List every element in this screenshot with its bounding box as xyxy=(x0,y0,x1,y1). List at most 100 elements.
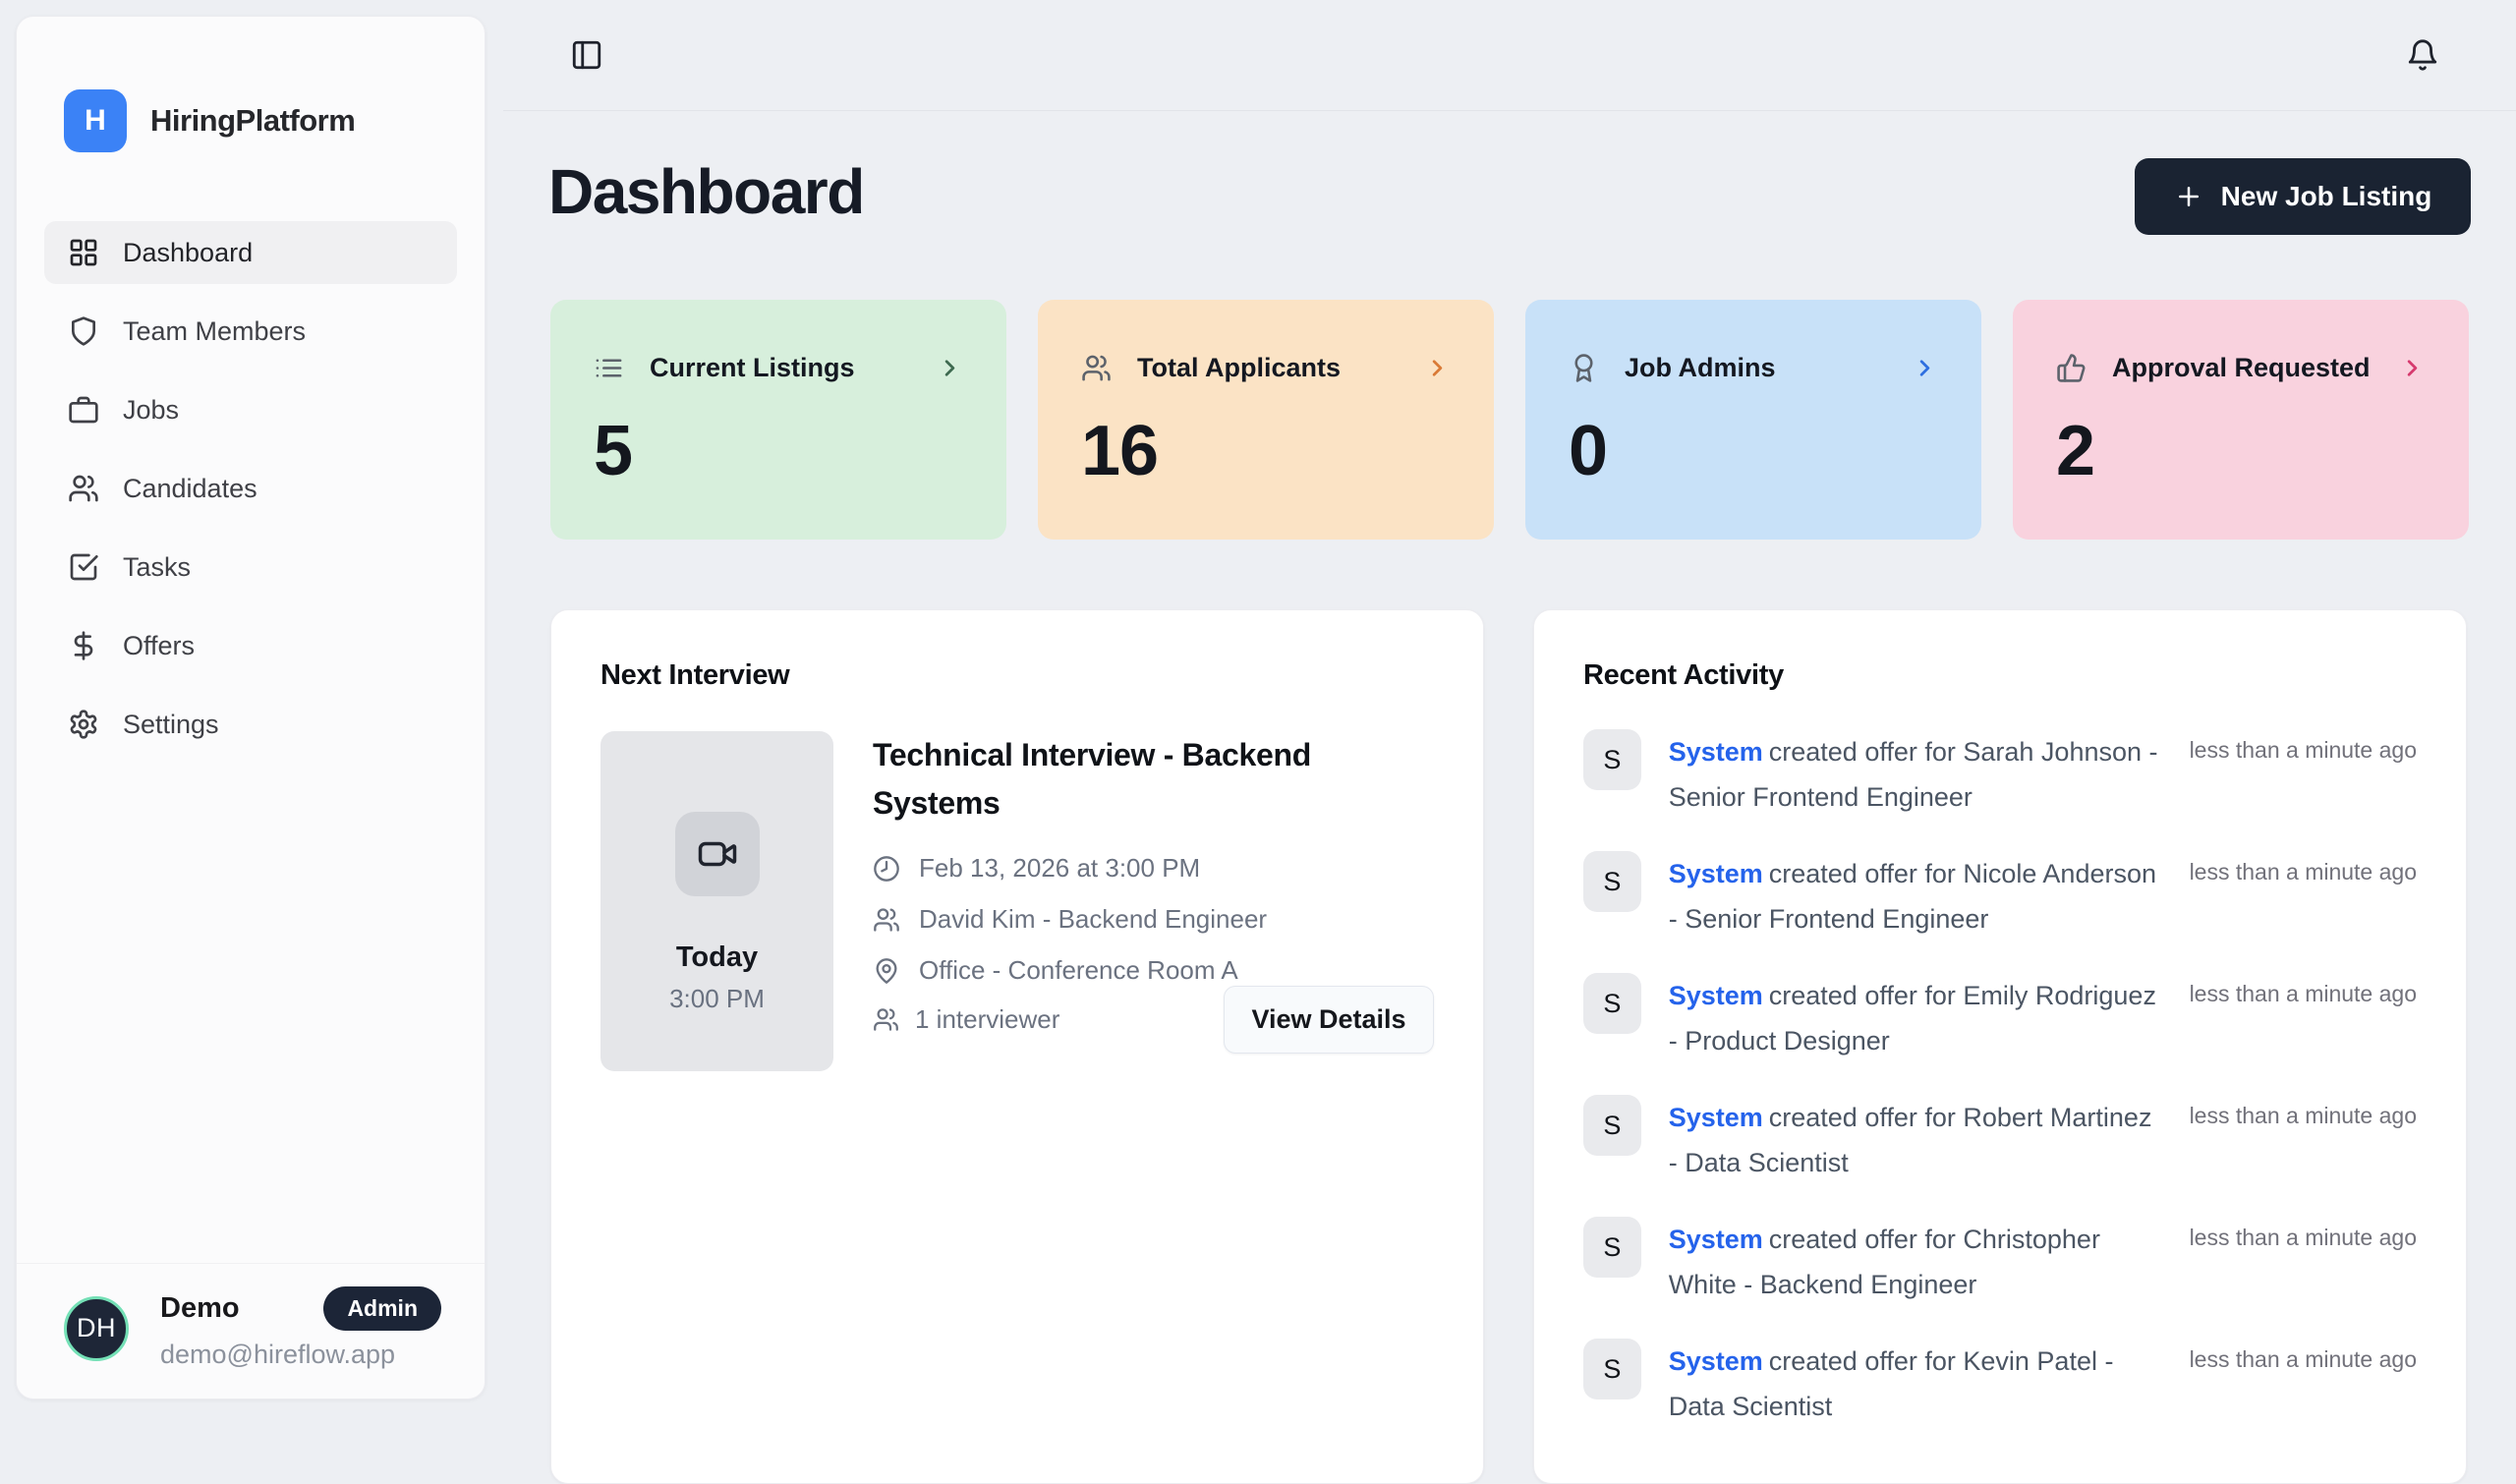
dollar-icon xyxy=(74,631,93,660)
interview-datetime: Feb 13, 2026 at 3:00 PM xyxy=(919,853,1201,883)
sidebar-item-label: Team Members xyxy=(123,315,307,346)
stat-card-approval-requested[interactable]: Approval Requested 2 xyxy=(2013,300,2469,540)
next-interview-title: Next Interview xyxy=(600,659,790,691)
users-icon xyxy=(69,475,98,502)
sidebar-item-team-members[interactable]: Team Members xyxy=(44,300,457,363)
view-details-button[interactable]: View Details xyxy=(1224,986,1434,1054)
page-title: Dashboard xyxy=(548,156,865,227)
briefcase-icon xyxy=(69,396,98,424)
recent-activity-card: Recent Activity S System created offer fo… xyxy=(1533,609,2467,1484)
sidebar-item-label: Jobs xyxy=(123,394,180,425)
activity-avatar: S xyxy=(1583,973,1641,1034)
sidebar-item-label: Tasks xyxy=(123,551,192,582)
activity-description: created offer for Christopher White - Ba… xyxy=(1668,1225,2100,1299)
sidebar-item-label: Offers xyxy=(123,630,196,660)
interviewer-count: 1 interviewer xyxy=(873,1004,1059,1035)
stat-card-current-listings[interactable]: Current Listings 5 xyxy=(550,300,1006,540)
chevron-right-icon xyxy=(2407,360,2418,376)
activity-item[interactable]: S System created offer for Sarah Johnson … xyxy=(1583,729,2417,820)
next-interview-card: Next Interview Today 3:00 PM Technical I… xyxy=(550,609,1484,1484)
activity-item[interactable]: S System created offer for Nicole Anderso… xyxy=(1583,851,2417,942)
sidebar-item-tasks[interactable]: Tasks xyxy=(44,536,457,599)
activity-actor: System xyxy=(1668,737,1763,767)
activity-timestamp: less than a minute ago xyxy=(2189,737,2417,763)
recent-activity-title: Recent Activity xyxy=(1583,659,1784,691)
activity-actor: System xyxy=(1668,981,1763,1010)
activity-item[interactable]: S System created offer for Emily Rodrigue… xyxy=(1583,973,2417,1063)
notifications-button[interactable] xyxy=(2400,32,2445,78)
activity-avatar: S xyxy=(1583,729,1641,790)
app-logo-icon: H xyxy=(64,89,127,152)
activity-description: created offer for Sarah Johnson - Senior… xyxy=(1668,737,2158,812)
gear-icon xyxy=(70,710,97,739)
activity-timestamp: less than a minute ago xyxy=(2189,1346,2417,1372)
activity-item[interactable]: S System created offer for Robert Martine… xyxy=(1583,1095,2417,1185)
app-title: HiringPlatform xyxy=(150,103,356,138)
sidebar-item-offers[interactable]: Offers xyxy=(44,614,457,677)
stat-value: 16 xyxy=(1081,412,1159,490)
interview-date-panel: Today 3:00 PM xyxy=(600,731,833,1071)
chevron-right-icon xyxy=(944,360,955,376)
activity-description: created offer for Robert Martinez - Data… xyxy=(1668,1103,2152,1177)
stat-card-job-admins[interactable]: Job Admins 0 xyxy=(1525,300,1981,540)
user-info: Demo Admin demo@hireflow.app xyxy=(160,1286,441,1370)
interviewer-count-label: 1 interviewer xyxy=(915,1004,1060,1034)
activity-actor: System xyxy=(1668,1225,1763,1254)
activity-timestamp: less than a minute ago xyxy=(2189,981,2417,1006)
interview-datetime-row: Feb 13, 2026 at 3:00 PM xyxy=(873,853,1434,884)
activity-timestamp: less than a minute ago xyxy=(2189,1225,2417,1250)
activity-timestamp: less than a minute ago xyxy=(2189,859,2417,885)
activity-list: S System created offer for Sarah Johnson … xyxy=(1583,729,2417,1429)
interview-candidate: David Kim - Backend Engineer xyxy=(919,904,1268,934)
stat-value: 0 xyxy=(1569,412,1608,490)
sidebar-item-settings[interactable]: Settings xyxy=(44,693,457,756)
plus-icon xyxy=(2178,187,2199,206)
new-job-listing-button[interactable]: New Job Listing xyxy=(2135,158,2471,235)
stat-label: Approval Requested xyxy=(2112,353,2371,382)
stats-row: Current Listings 5 Total Applicants 16 J… xyxy=(550,300,2469,540)
stat-value: 2 xyxy=(2056,412,2095,490)
sidebar-toggle-button[interactable] xyxy=(564,32,609,78)
activity-text: System created offer for Christopher Whit… xyxy=(1669,1217,2162,1307)
interview-location-row: Office - Conference Room A xyxy=(873,955,1434,986)
activity-avatar: S xyxy=(1583,1095,1641,1156)
activity-text: System created offer for Nicole Anderson … xyxy=(1669,851,2162,942)
user-section[interactable]: DH Demo Admin demo@hireflow.app xyxy=(17,1263,485,1398)
topbar xyxy=(503,0,2516,111)
activity-actor: System xyxy=(1668,1346,1763,1376)
activity-description: created offer for Emily Rodriguez - Prod… xyxy=(1668,981,2156,1056)
sidebar-item-jobs[interactable]: Jobs xyxy=(44,378,457,441)
interview-title: Technical Interview - Backend Systems xyxy=(873,737,1311,821)
role-badge: Admin xyxy=(323,1286,441,1331)
users-icon xyxy=(874,1008,898,1031)
app-logo: H HiringPlatform xyxy=(64,89,356,152)
activity-actor: System xyxy=(1668,1103,1763,1132)
stat-value: 5 xyxy=(594,412,633,490)
sidebar-item-dashboard[interactable]: Dashboard xyxy=(44,221,457,284)
map-pin-icon xyxy=(876,957,897,984)
activity-text: System created offer for Robert Martinez … xyxy=(1669,1095,2162,1185)
avatar: DH xyxy=(64,1295,129,1361)
sidebar-item-label: Candidates xyxy=(123,473,257,503)
user-name: Demo xyxy=(160,1292,240,1324)
users-icon xyxy=(874,907,899,932)
activity-avatar: S xyxy=(1583,851,1641,912)
chevron-right-icon xyxy=(1432,360,1443,376)
activity-avatar: S xyxy=(1583,1217,1641,1278)
video-camera-icon xyxy=(698,841,736,867)
shield-icon xyxy=(72,316,95,346)
stat-card-total-applicants[interactable]: Total Applicants 16 xyxy=(1038,300,1494,540)
activity-item[interactable]: S System created offer for Kevin Patel - … xyxy=(1583,1339,2417,1429)
activity-text: System created offer for Kevin Patel - Da… xyxy=(1669,1339,2162,1429)
activity-timestamp: less than a minute ago xyxy=(2189,1103,2417,1128)
activity-actor: System xyxy=(1668,859,1763,888)
activity-item[interactable]: S System created offer for Christopher Wh… xyxy=(1583,1217,2417,1307)
clock-icon xyxy=(874,855,899,882)
video-tile xyxy=(674,812,760,896)
check-square-icon xyxy=(70,553,98,581)
interview-time: 3:00 PM xyxy=(669,984,765,1013)
chevron-right-icon xyxy=(1919,360,1930,376)
sidebar-item-candidates[interactable]: Candidates xyxy=(44,457,457,520)
thumbs-up-icon xyxy=(2057,354,2086,382)
activity-description: created offer for Nicole Anderson - Seni… xyxy=(1668,859,2156,934)
